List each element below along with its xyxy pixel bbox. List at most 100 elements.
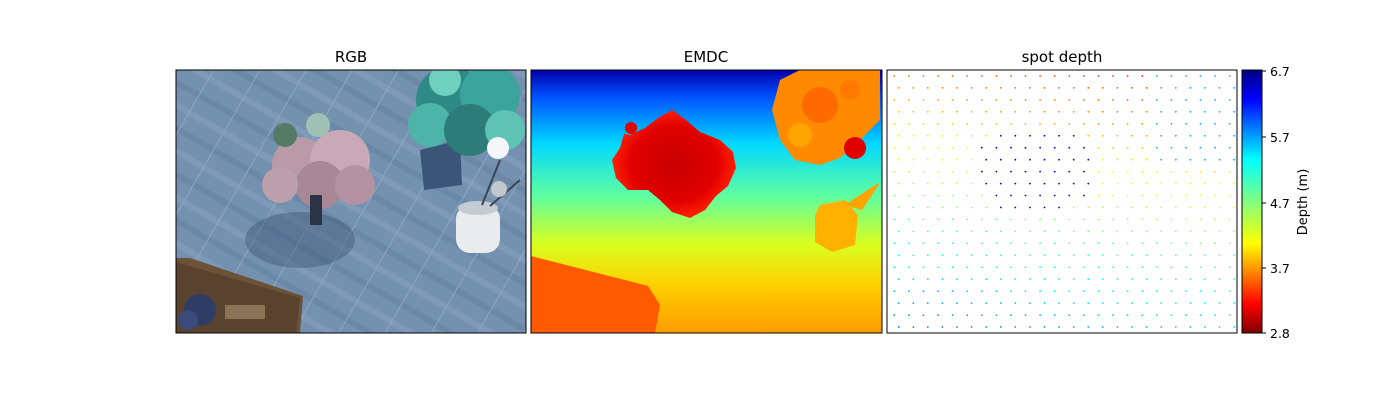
depth-spot — [897, 230, 900, 233]
depth-spot — [926, 278, 929, 281]
depth-spot — [908, 242, 910, 245]
depth-spot — [908, 290, 910, 293]
depth-spot — [908, 99, 910, 101]
depth-spot — [995, 266, 998, 269]
depth-spot — [1228, 99, 1231, 101]
depth-spot — [1199, 314, 1202, 316]
depth-spot — [893, 266, 896, 269]
depth-spot — [893, 290, 896, 293]
depth-spot — [1097, 266, 1100, 269]
depth-spot — [897, 134, 900, 137]
depth-spot — [1058, 182, 1060, 185]
depth-spot — [1024, 218, 1027, 221]
depth-spot — [1101, 254, 1104, 257]
plant-foliage — [408, 70, 525, 190]
depth-spot — [1116, 302, 1119, 304]
emdc-panel-frame — [530, 69, 883, 334]
depth-spot — [1218, 254, 1221, 257]
spot-depth-background — [887, 70, 1237, 333]
depth-spot — [1087, 87, 1090, 89]
depth-spot — [1116, 87, 1119, 89]
lilac-flowers — [262, 113, 375, 225]
depth-spot — [1214, 170, 1216, 173]
depth-spot — [897, 87, 900, 89]
depth-spot — [1029, 110, 1031, 113]
depth-spot — [1116, 110, 1119, 113]
depth-spot — [1189, 326, 1192, 328]
depth-spot — [1199, 146, 1202, 149]
depth-spot — [1116, 278, 1119, 281]
depth-spot — [970, 278, 973, 281]
depth-spot — [1233, 326, 1235, 328]
depth-spot — [1218, 110, 1221, 113]
depth-spot — [926, 326, 929, 328]
sphere-depth-region — [844, 137, 866, 159]
depth-spot — [1214, 99, 1216, 101]
depth-spot — [1010, 146, 1012, 149]
depth-spot — [956, 278, 958, 281]
depth-spot — [980, 122, 983, 125]
depth-spot — [999, 182, 1002, 185]
depth-spot — [999, 134, 1002, 137]
depth-spot — [1053, 75, 1056, 77]
depth-spot — [1043, 134, 1046, 137]
depth-spot — [1155, 290, 1158, 293]
depth-spot — [1131, 254, 1133, 257]
depth-spot — [912, 110, 915, 113]
depth-spot — [941, 206, 944, 209]
depth-spot — [1145, 182, 1148, 185]
depth-spot — [941, 110, 944, 113]
depth-spot — [1029, 206, 1031, 209]
depth-spot — [970, 182, 973, 185]
depth-spot — [999, 206, 1002, 209]
depth-spot — [893, 218, 896, 221]
depth-spot — [926, 182, 929, 185]
depth-spot — [1199, 242, 1202, 245]
colorbar-gradient — [1241, 69, 1263, 334]
depth-spot — [922, 122, 925, 125]
depth-spot — [1068, 146, 1071, 149]
depth-spot — [995, 146, 998, 149]
depth-spot — [1145, 326, 1148, 328]
depth-spot — [1131, 182, 1133, 185]
emdc-depth-map — [531, 70, 882, 333]
depth-spot — [1101, 278, 1104, 281]
depth-spot — [985, 230, 988, 233]
depth-spot — [897, 182, 900, 185]
depth-spot — [995, 314, 998, 316]
depth-spot — [1145, 134, 1148, 137]
depth-spot — [1145, 278, 1148, 281]
depth-spot — [1014, 302, 1017, 304]
depth-spot — [980, 75, 983, 77]
depth-spot — [1112, 194, 1114, 197]
depth-spot — [908, 170, 910, 173]
depth-spot — [1214, 314, 1216, 316]
depth-spot — [1097, 122, 1100, 125]
depth-spot — [1029, 87, 1031, 89]
depth-spot — [951, 170, 954, 173]
depth-spot — [956, 326, 958, 328]
depth-spot — [1189, 158, 1192, 161]
colorbar-tick-label: 6.7 — [1270, 64, 1290, 79]
depth-spot — [1112, 314, 1114, 316]
depth-spot — [897, 254, 900, 257]
depth-spot — [937, 99, 939, 101]
depth-spot — [1141, 122, 1144, 125]
depth-spot — [937, 314, 939, 316]
depth-spot — [1039, 122, 1041, 125]
depth-spot — [926, 230, 929, 233]
depth-spot — [956, 182, 958, 185]
depth-spot — [1160, 302, 1163, 304]
depth-spot — [995, 99, 998, 101]
depth-spot — [926, 206, 929, 209]
depth-spot — [1097, 242, 1100, 245]
depth-spot — [1010, 218, 1012, 221]
depth-spot — [1058, 302, 1060, 304]
depth-spot — [937, 75, 939, 77]
depth-spot — [1126, 99, 1129, 101]
depth-spot — [966, 146, 969, 149]
depth-spot — [908, 122, 910, 125]
depth-spot — [922, 242, 925, 245]
depth-spot — [1043, 326, 1046, 328]
depth-spot — [941, 326, 944, 328]
